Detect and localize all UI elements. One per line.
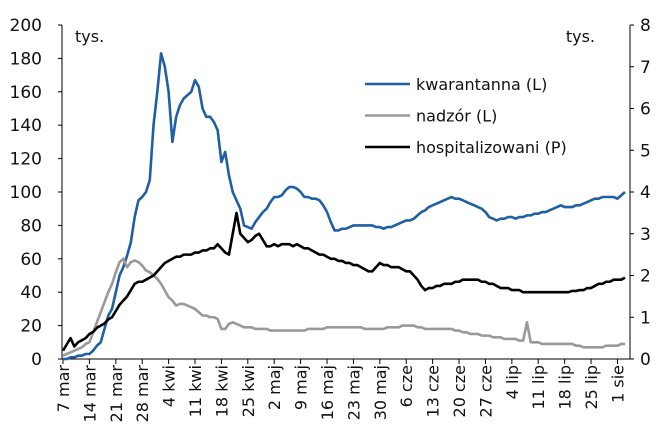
x-tick-label: 2 maj [265, 365, 284, 410]
y-tick-label: 140 [10, 116, 42, 136]
x-tick-label: 25 lip [582, 365, 601, 410]
legend-label: nadzór (L) [416, 107, 497, 126]
x-tick-label: 30 maj [371, 365, 390, 420]
x-tick-label: 13 cze [424, 365, 443, 417]
y-tick-label: 200 [10, 16, 42, 36]
x-tick-label: 18 kwi [212, 365, 231, 417]
y-tick-label: 0 [31, 350, 42, 370]
legend-label: kwarantanna (L) [416, 75, 547, 94]
y-tick-label: 120 [10, 150, 42, 170]
y2-tick-label: 0 [640, 350, 651, 370]
y-tick-label: 180 [10, 49, 42, 69]
y-tick-label: 40 [20, 283, 42, 303]
y-tick-label: 100 [10, 183, 42, 203]
x-tick-label: 4 kwi [160, 365, 179, 407]
series-line [62, 257, 625, 357]
x-tick-label: 27 cze [476, 365, 495, 417]
right-unit: tys. [566, 27, 595, 46]
y2-tick-label: 5 [640, 141, 651, 161]
x-tick-label: 28 mar [133, 365, 152, 423]
y-tick-label: 80 [20, 216, 42, 236]
x-tick-label: 21 mar [107, 365, 126, 423]
series-line [63, 52, 626, 361]
x-tick-label: 6 cze [397, 365, 416, 407]
y2-tick-label: 3 [640, 225, 651, 245]
y2-tick-label: 6 [640, 100, 651, 120]
x-tick-label: 16 maj [318, 365, 337, 420]
y2-tick-label: 1 [640, 308, 651, 328]
x-tick-label: 18 lip [556, 365, 575, 410]
y-tick-label: 20 [20, 317, 42, 337]
x-tick-label: 1 sie [608, 365, 627, 403]
x-tick-label: 11 lip [529, 365, 548, 410]
series-line [61, 211, 626, 352]
y-tick-label: 60 [20, 250, 42, 270]
left-unit: tys. [75, 27, 104, 46]
x-tick-label: 9 maj [292, 365, 311, 410]
y2-tick-label: 7 [640, 58, 651, 78]
legend-label: hospitalizowani (P) [416, 138, 567, 157]
x-tick-label: 23 maj [344, 365, 363, 420]
x-tick-label: 4 lip [503, 365, 522, 399]
y2-tick-label: 4 [640, 183, 651, 203]
x-tick-label: 7 mar [54, 365, 73, 413]
y2-tick-label: 8 [640, 16, 651, 36]
x-tick-label: 11 kwi [186, 365, 205, 417]
x-tick-label: 14 mar [80, 365, 99, 423]
x-tick-label: 25 kwi [239, 365, 258, 417]
y2-tick-label: 2 [640, 267, 651, 287]
y-tick-label: 160 [10, 83, 42, 103]
x-tick-label: 20 cze [450, 365, 469, 417]
